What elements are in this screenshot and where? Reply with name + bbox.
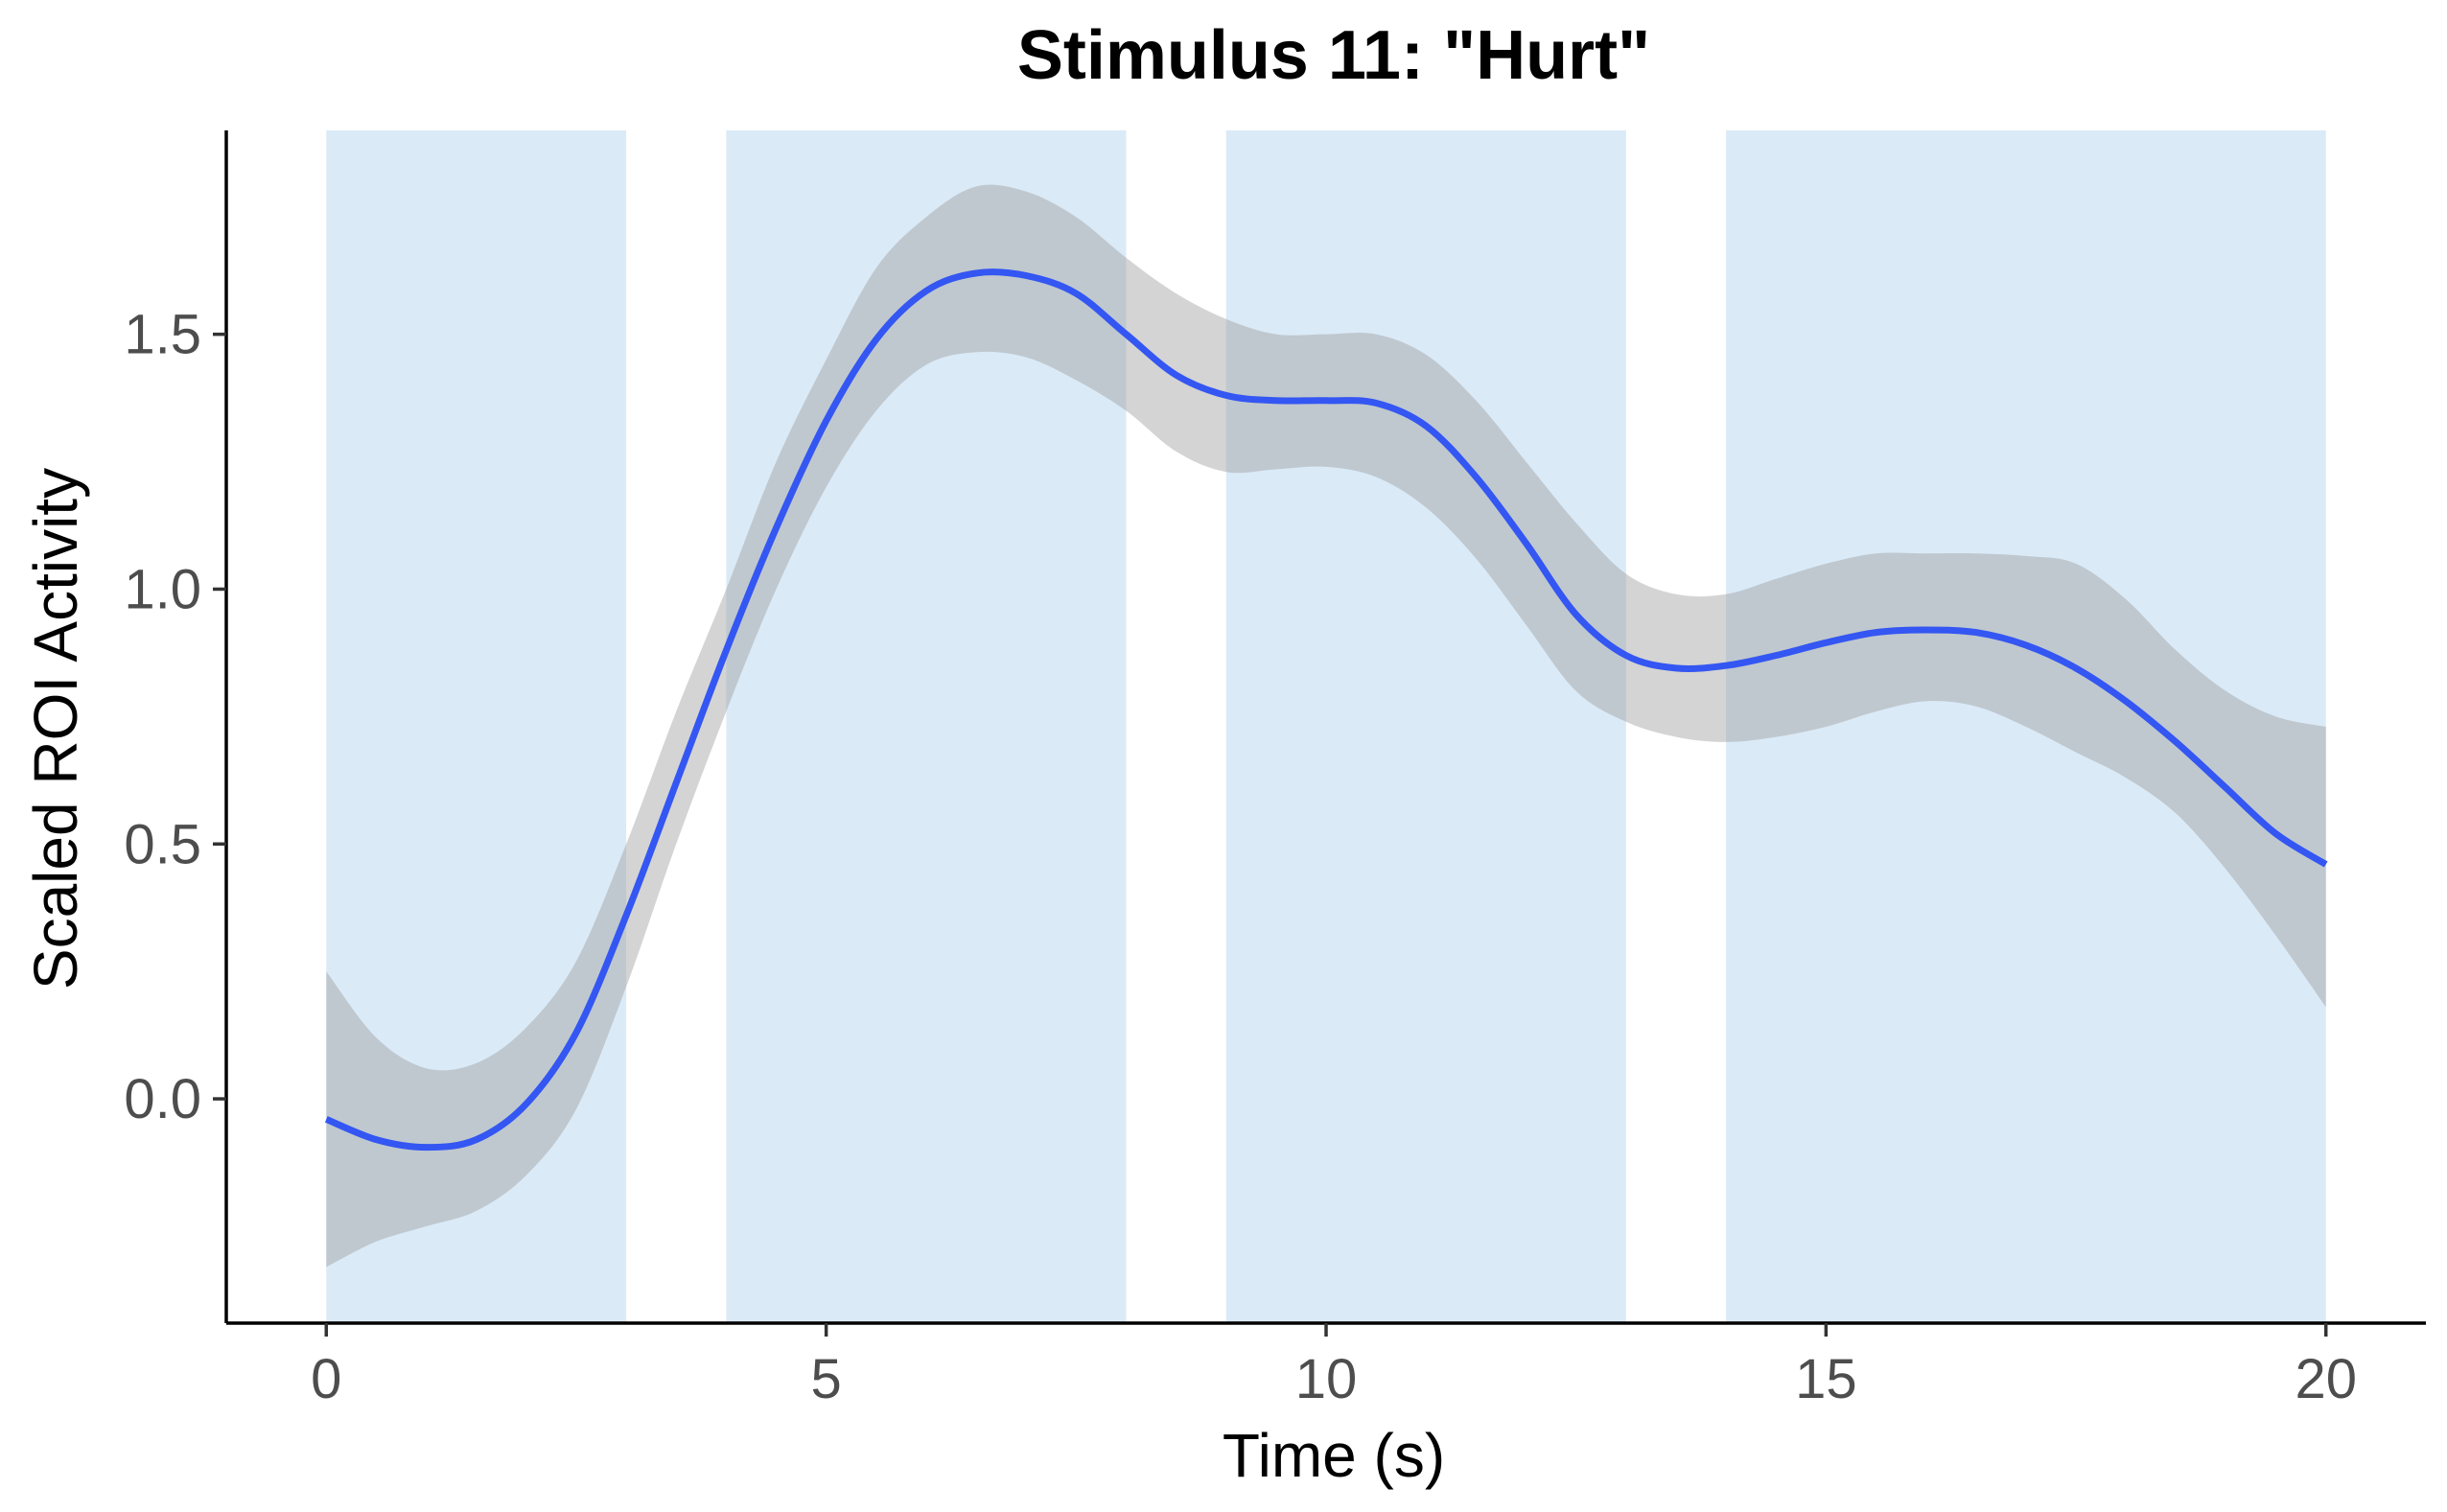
x-axis-label: Time (s) <box>1223 1421 1445 1490</box>
x-tick-label: 0 <box>311 1348 341 1410</box>
y-tick-label: 1.0 <box>124 558 201 620</box>
shaded-interval-2 <box>726 130 1127 1323</box>
x-tick-label: 15 <box>1795 1348 1857 1410</box>
confidence-ribbon <box>326 184 2326 1268</box>
x-tick-label: 5 <box>811 1348 842 1410</box>
shaded-interval-1 <box>326 130 627 1323</box>
y-tick-label: 1.5 <box>124 304 201 366</box>
x-tick-label: 20 <box>2295 1348 2357 1410</box>
y-tick-label: 0.0 <box>124 1068 201 1130</box>
fitted-line <box>324 268 2328 1151</box>
shaded-intervals <box>326 130 2326 1323</box>
shaded-interval-4 <box>1726 130 2326 1323</box>
y-tick-label: 0.5 <box>124 813 201 875</box>
x-tick-label: 10 <box>1295 1348 1358 1410</box>
shaded-interval-3 <box>1225 130 1626 1323</box>
chart-title: Stimulus 11: "Hurt" <box>1017 17 1650 94</box>
y-axis-label: Scaled ROI Activity <box>21 468 90 989</box>
y-ticks: 0.0 0.5 1.0 1.5 <box>124 304 226 1130</box>
x-ticks: 0 5 10 15 20 <box>311 1323 2357 1410</box>
